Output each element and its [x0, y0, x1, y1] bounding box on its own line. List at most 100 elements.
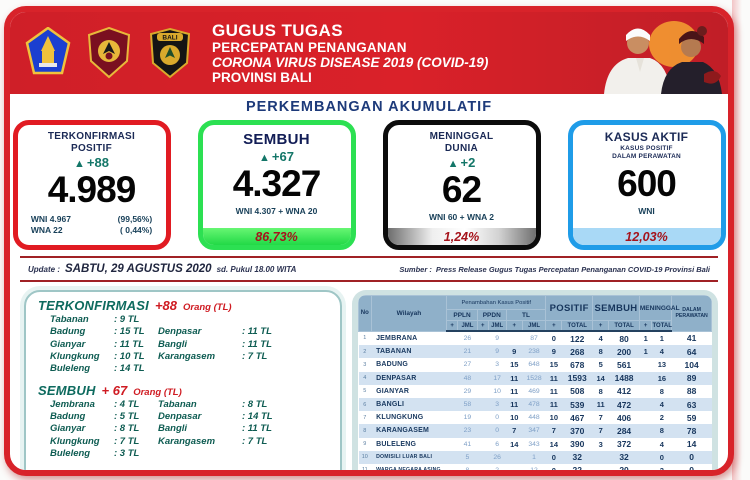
bali-police-emblem-icon: BALI: [144, 25, 196, 81]
card-title: SEMBUH: [243, 131, 310, 148]
header-title: GUGUS TUGAS PERCEPATAN PENANGANAN CORONA…: [212, 21, 488, 85]
deaths-section: MENINGGAL + 2 Orang (TL) Jembrana: 1 TLT…: [38, 467, 330, 476]
officials-photo: [576, 12, 726, 94]
section-name: MENINGGAL: [38, 467, 120, 476]
logo-row: BALI: [22, 25, 196, 81]
section-delta: + 2: [125, 467, 144, 476]
increase-triangle-icon: ▲: [259, 152, 270, 165]
district-table-panel: No Wilayah Penambahan Kasus Positif POSI…: [352, 290, 718, 476]
table-row: 4 DENPASAR 48 17 11 1528 11 1593 14 1488 16 89: [358, 371, 712, 385]
confirmed-section: TERKONFIRMASI +88 Orang (TL) Tabanan: 9 …: [38, 298, 330, 376]
section-name: SEMBUH: [38, 382, 96, 398]
card-delta: +67: [271, 149, 294, 165]
region-row: Klungkung: 10 TL Karangasem: 7 TL: [50, 351, 268, 363]
stats-cards: TERKONFIRMASI POSITIF ▲ +88 4.989 WNI 4.9…: [10, 120, 728, 250]
table-row: 7 KLUNGKUNG 19 0 10 448 10 467 7 406 2 59: [363, 412, 697, 423]
col-header-meninggal: MENINGGAL: [638, 295, 680, 321]
section-unit: Orang (TL): [150, 471, 199, 476]
card-title: KASUS AKTIF: [604, 130, 689, 144]
source-text: Press Release Gugus Tugas Percepatan Pen…: [435, 264, 710, 274]
region-row: Buleleng: 14 TL: [50, 363, 145, 375]
title-line-1: GUGUS TUGAS: [212, 20, 343, 40]
recovered-section: SEMBUH + 67 Orang (TL) Jembrana: 4 TL Tab…: [38, 383, 330, 461]
card-value: 4.327: [232, 163, 322, 205]
section-unit: Orang (TL): [183, 302, 232, 313]
col-header-tl: TL: [505, 309, 547, 321]
table-row: 5 GIANYAR 29 10 11 469 11 508 8 412 8 88: [363, 386, 697, 397]
recovered-rate-badge: 86,73%: [202, 228, 351, 245]
title-line-3: CORONA VIRUS DISEASE 2019 (COVID-19): [212, 54, 489, 70]
title-line-4: PROVINSI BALI: [212, 70, 312, 86]
section-name: TERKONFIRMASI: [38, 298, 149, 313]
section-delta: +88: [154, 298, 177, 313]
region-row: Badung: 5 TL Denpasar: 14 TL: [50, 411, 273, 423]
recovered-card: SEMBUH ▲ +67 4.327 WNI 4.307 + WNA 20 86,…: [197, 120, 356, 250]
region-row: Jembrana: 4 TL Tabanan: 8 TL: [50, 398, 268, 410]
card-delta: +88: [86, 155, 109, 170]
bali-province-emblem-icon: [22, 25, 74, 81]
active-rate-badge: 12,03%: [572, 228, 721, 245]
region-row: Gianyar: 11 TL Bangli: 11 TL: [50, 338, 272, 350]
region-row: Gianyar: 8 TL Bangli: 11 TL: [50, 423, 272, 435]
update-label: Update :: [28, 265, 60, 274]
wni-count: WNI 4.967: [30, 214, 71, 224]
title-line-2: PERCEPATAN PENANGANAN: [212, 39, 407, 55]
col-header-ppdn: PPDN: [476, 309, 507, 321]
section-delta: + 67: [101, 382, 128, 398]
col-header-wilayah: Wilayah: [370, 295, 448, 332]
col-header-ppln: PPLN: [446, 309, 478, 321]
card-title-2: POSITIF: [70, 142, 112, 154]
card-title-2: DUNIA: [444, 142, 479, 154]
col-header-no: No: [358, 295, 372, 332]
card-value: 4.989: [47, 169, 137, 210]
table-row: 11 WARGA NEGARA ASING 8 2 12 0 22 20 2 0: [361, 465, 694, 476]
wna-percent: ( 0,44%): [120, 225, 153, 236]
main-frame: BALI GUGUS TUGAS PERCEPATAN PENANGANAN C…: [4, 6, 734, 476]
logo-banner-text: BALI: [162, 35, 177, 42]
card-detail: WNI: [638, 206, 655, 217]
section-unit: Orang (TL): [133, 386, 182, 398]
table-row: 9 BULELENG 41 6 14 343 14 390 3 372 4 14: [363, 439, 697, 450]
update-date: SABTU, 29 AGUSTUS 2020: [65, 263, 212, 275]
table-row: 3 BADUNG 27 3 15 648 15 678 5 561 13 104: [363, 359, 699, 370]
card-value: 600: [617, 163, 677, 205]
region-row: Tabanan: 9 TL: [50, 314, 140, 325]
district-table: No Wilayah Penambahan Kasus Positif POSI…: [358, 295, 712, 476]
source-label: Sumber :: [399, 264, 432, 274]
card-title: TERKONFIRMASI: [47, 131, 136, 142]
death-rate-badge: 1,24%: [387, 228, 536, 245]
section-title: PERKEMBANGAN AKUMULATIF: [245, 99, 493, 115]
card-detail: WNI 60 + WNA 2: [428, 212, 495, 222]
card-delta: +2: [460, 155, 476, 170]
header-banner: BALI GUGUS TUGAS PERCEPATAN PENANGANAN C…: [10, 12, 728, 94]
region-row: Badung: 15 TL Denpasar: 11 TL: [50, 326, 272, 338]
region-row: Buleleng: 3 TL: [50, 448, 140, 460]
table-row: 1 JEMBRANA 26 9 87 0 122 4 80 1 1 41: [363, 333, 697, 344]
region-row: Klungkung: 7 TL Karangasem: 7 TL: [50, 435, 268, 447]
deaths-card: MENINGGAL DUNIA ▲ +2 62 WNI 60 + WNA 2 1,…: [382, 120, 541, 250]
table-row: 10 DOMISILI LUAR BALI 5 26 1 0 32 32 0 0: [358, 450, 712, 464]
increase-triangle-icon: ▲: [447, 158, 459, 170]
col-header-penambahan: Penambahan Kasus Positif: [446, 295, 547, 310]
udayana-military-emblem-icon: [83, 25, 135, 81]
card-detail: WNI 4.307 + WNA 20: [235, 206, 318, 217]
card-title: MENINGGAL: [429, 131, 494, 142]
active-cases-card: KASUS AKTIF KASUS POSITIF DALAM PERAWATA…: [567, 120, 726, 250]
update-bar: Update : SABTU, 29 AGUSTUS 2020 sd. Puku…: [20, 256, 718, 282]
region-detail-panel: TERKONFIRMASI +88 Orang (TL) Tabanan: 9 …: [24, 290, 342, 476]
wni-percent: (99,56%): [117, 214, 153, 224]
increase-triangle-icon: ▲: [74, 158, 85, 170]
col-header-positif: POSITIF: [545, 295, 594, 321]
table-row: 8 KARANGASEM 23 0 7 347 7 370 7 284 8 78: [358, 424, 712, 438]
col-header-perawatan: DALAM PERAWATAN: [671, 295, 712, 332]
card-subtitle-1: KASUS POSITIF: [620, 144, 673, 152]
card-value: 62: [441, 169, 482, 210]
col-header-sembuh: SEMBUH: [592, 295, 640, 321]
wna-count: WNA 22: [30, 225, 63, 236]
confirmed-positive-card: TERKONFIRMASI POSITIF ▲ +88 4.989 WNI 4.9…: [12, 120, 171, 250]
card-subtitle-2: DALAM PERAWATAN: [612, 152, 681, 160]
table-row: 6 BANGLI 58 3 11 478 11 539 11 472 4 63: [358, 397, 712, 412]
table-row: 2 TABANAN 21 9 9 238 9 268 8 200 1 4 64: [358, 345, 712, 359]
update-time: sd. Pukul 18.00 WITA: [216, 265, 297, 274]
